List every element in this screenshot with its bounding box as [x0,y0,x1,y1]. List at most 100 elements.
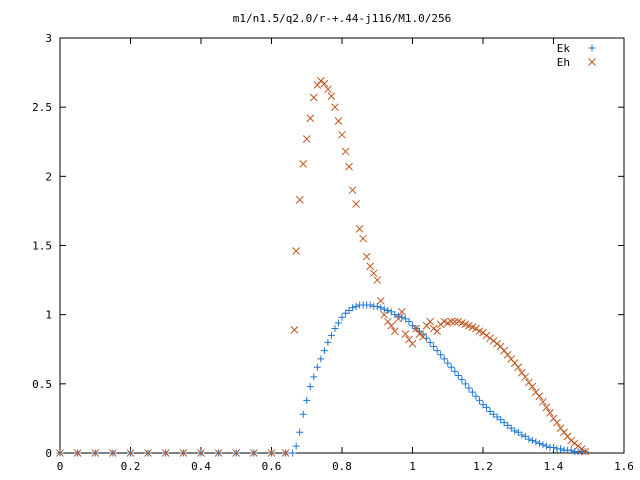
data-point-ek [292,442,300,450]
data-point-eh [267,449,276,457]
data-point-ek [550,443,557,451]
data-point-eh [91,449,100,457]
data-point-eh [56,449,64,457]
data-point-ek [535,439,543,447]
data-point-ek [557,445,565,453]
data-point-eh [574,442,583,450]
data-point-eh [472,324,480,333]
data-point-ek [472,392,480,400]
data-point-ek [426,338,434,346]
data-point-ek [447,363,455,371]
x-tick-label: 1.6 [614,460,634,473]
data-point-eh [570,439,579,448]
data-point-eh [489,337,498,345]
data-point-ek [504,421,512,429]
data-point-ek [310,373,318,381]
x-tick-label: 0.6 [262,460,282,473]
data-point-ek [440,355,448,363]
data-point-eh [546,409,554,417]
data-point-ek [437,351,445,359]
data-point-eh [302,135,311,143]
data-point-ek [532,438,540,446]
data-point-ek [539,441,547,449]
data-point-ek [500,419,508,427]
data-point-ek [377,304,385,312]
data-point-ek [327,331,335,339]
x-axis: 0 0.2 0.4 0.6 0.8 1 1.2 1.4 1.6 [57,38,634,473]
data-point-eh [577,444,586,453]
data-point-ek [567,446,575,454]
data-point-ek [352,302,360,310]
x-tick-label: 1 [409,460,416,473]
data-point-eh [391,327,399,336]
data-point-ek [296,428,304,436]
y-tick-label: 0 [45,447,52,460]
data-point-ek [384,307,392,315]
data-point-ek [433,347,441,355]
data-point-ek [458,376,466,384]
data-point-ek [391,311,399,319]
data-point-eh [352,200,360,208]
data-point-ek [444,359,452,367]
data-point-eh [380,310,389,319]
data-point-ek [299,410,307,418]
data-point-eh [355,225,364,233]
data-point-eh [369,269,378,278]
data-point-ek [324,338,332,346]
data-point-eh [306,114,315,123]
data-point-eh [292,247,301,255]
data-point-eh [179,449,188,457]
data-point-eh [359,234,368,243]
data-point-eh [309,93,318,102]
data-point-ek [380,305,388,313]
x-tick-label: 1.4 [544,460,564,473]
data-point-eh [290,326,299,334]
data-point-eh [394,314,403,323]
data-point-eh [334,117,343,125]
data-point-ek [514,428,522,436]
data-point-eh [126,449,135,457]
data-point-eh [197,449,205,457]
data-point-eh [341,147,350,156]
data-point-eh [281,449,290,457]
data-point-eh [214,449,223,457]
data-point-eh [338,130,346,139]
data-point-ek [468,388,476,396]
data-point-eh [447,317,456,326]
x-tick-label: 0 [57,460,64,473]
data-point-ek [486,408,494,415]
data-point-eh [408,339,417,348]
data-point-ek [313,363,321,371]
data-point-eh [521,373,530,381]
data-point-ek [345,307,353,315]
x-tick-label: 0.8 [332,460,352,473]
data-point-ek [497,416,505,424]
data-point-eh [493,339,501,348]
data-point-eh [109,449,117,457]
data-point-ek [366,301,374,309]
data-point-eh [345,162,353,171]
data-point-ek [334,319,342,327]
data-point-ek [479,401,487,409]
data-point-ek [542,442,550,450]
y-tick-label: 1 [45,309,52,322]
data-point-ek [430,342,438,350]
y-tick-label: 3 [45,32,52,45]
data-point-eh [366,262,375,271]
chart-title: m1/n1.5/q2.0/r-+.44-j116/M1.0/256 [233,12,452,25]
data-point-ek [518,431,526,439]
y-tick-label: 2 [45,170,52,183]
data-point-ek [490,410,498,418]
data-point-eh [250,449,258,457]
y-tick-label: 1.5 [32,240,52,253]
data-point-ek [289,449,297,457]
y-tick-label: 2.5 [32,101,52,114]
data-point-ek [493,413,501,421]
legend-label: Ek [557,42,571,55]
data-point-eh [299,160,308,168]
data-point-eh [514,363,523,372]
x-tick-label: 0.4 [191,460,211,473]
data-point-eh [482,331,491,340]
data-point-ek [521,432,529,440]
data-point-ek [475,396,483,404]
